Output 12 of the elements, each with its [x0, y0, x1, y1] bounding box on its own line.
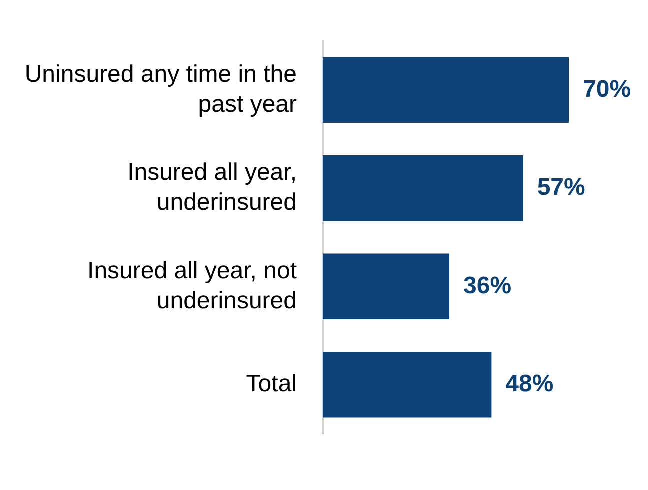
data-label: 57% [537, 174, 586, 201]
bar [323, 352, 492, 418]
data-label: 36% [464, 272, 512, 300]
data-label: 48% [506, 370, 554, 398]
bar [323, 254, 450, 320]
y-tick-label: Total [246, 370, 297, 398]
y-tick-label: Insured all year, underinsured [128, 159, 297, 216]
bar [323, 57, 569, 124]
data-label: 70% [583, 76, 632, 103]
y-tick-label: Uninsured any time in the past year [24, 60, 298, 118]
y-tick-label: Insured all year, not underinsured [88, 257, 298, 314]
bar [323, 155, 524, 222]
